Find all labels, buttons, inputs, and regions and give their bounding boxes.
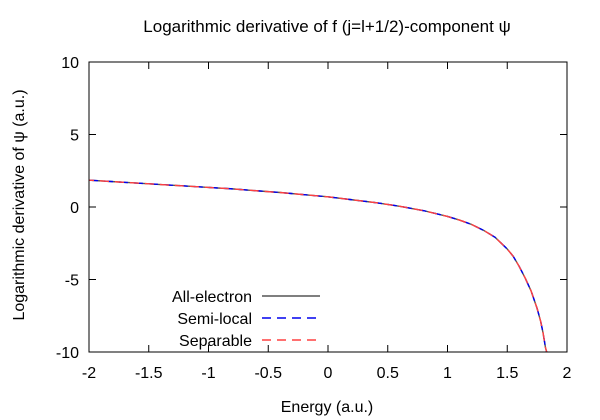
legend-label: All-electron [172, 289, 252, 306]
x-axis-label: Energy (a.u.) [281, 399, 373, 416]
y-axis-label: Logarithmic derivative of ψ (a.u.) [11, 89, 28, 320]
y-tick-label: 0 [70, 200, 79, 217]
x-tick-label: 2 [563, 365, 572, 382]
x-tick-label: -0.5 [254, 365, 282, 382]
legend: All-electron Semi-local Separable [172, 289, 320, 350]
x-tick-label: 1.5 [496, 365, 518, 382]
legend-label: Separable [179, 333, 252, 350]
legend-label: Semi-local [177, 311, 252, 328]
y-tick-label: -5 [65, 273, 79, 290]
y-tick-label: 5 [70, 128, 79, 145]
x-tick-label: -2 [82, 365, 96, 382]
x-tick-label: 1 [443, 365, 452, 382]
chart-title: Logarithmic derivative of f (j=l+1/2)-co… [143, 17, 510, 36]
y-tick-label: 10 [61, 55, 79, 72]
series-line-semi-local [88, 179, 548, 353]
plot-frame [88, 61, 568, 353]
x-tick-label: 0 [324, 365, 333, 382]
series-layer [88, 179, 548, 353]
x-tick-label: 0.5 [377, 365, 399, 382]
x-tick-label: -1 [201, 365, 215, 382]
series-line-separable [88, 179, 548, 353]
y-tick-label: -10 [56, 345, 79, 362]
x-tick-label: -1.5 [135, 365, 163, 382]
series-line-all-electron [88, 179, 548, 353]
tick-layer: -2 -1.5 -1 -0.5 0 0.5 1 1.5 2 -10 -5 0 5 10 [56, 55, 572, 382]
